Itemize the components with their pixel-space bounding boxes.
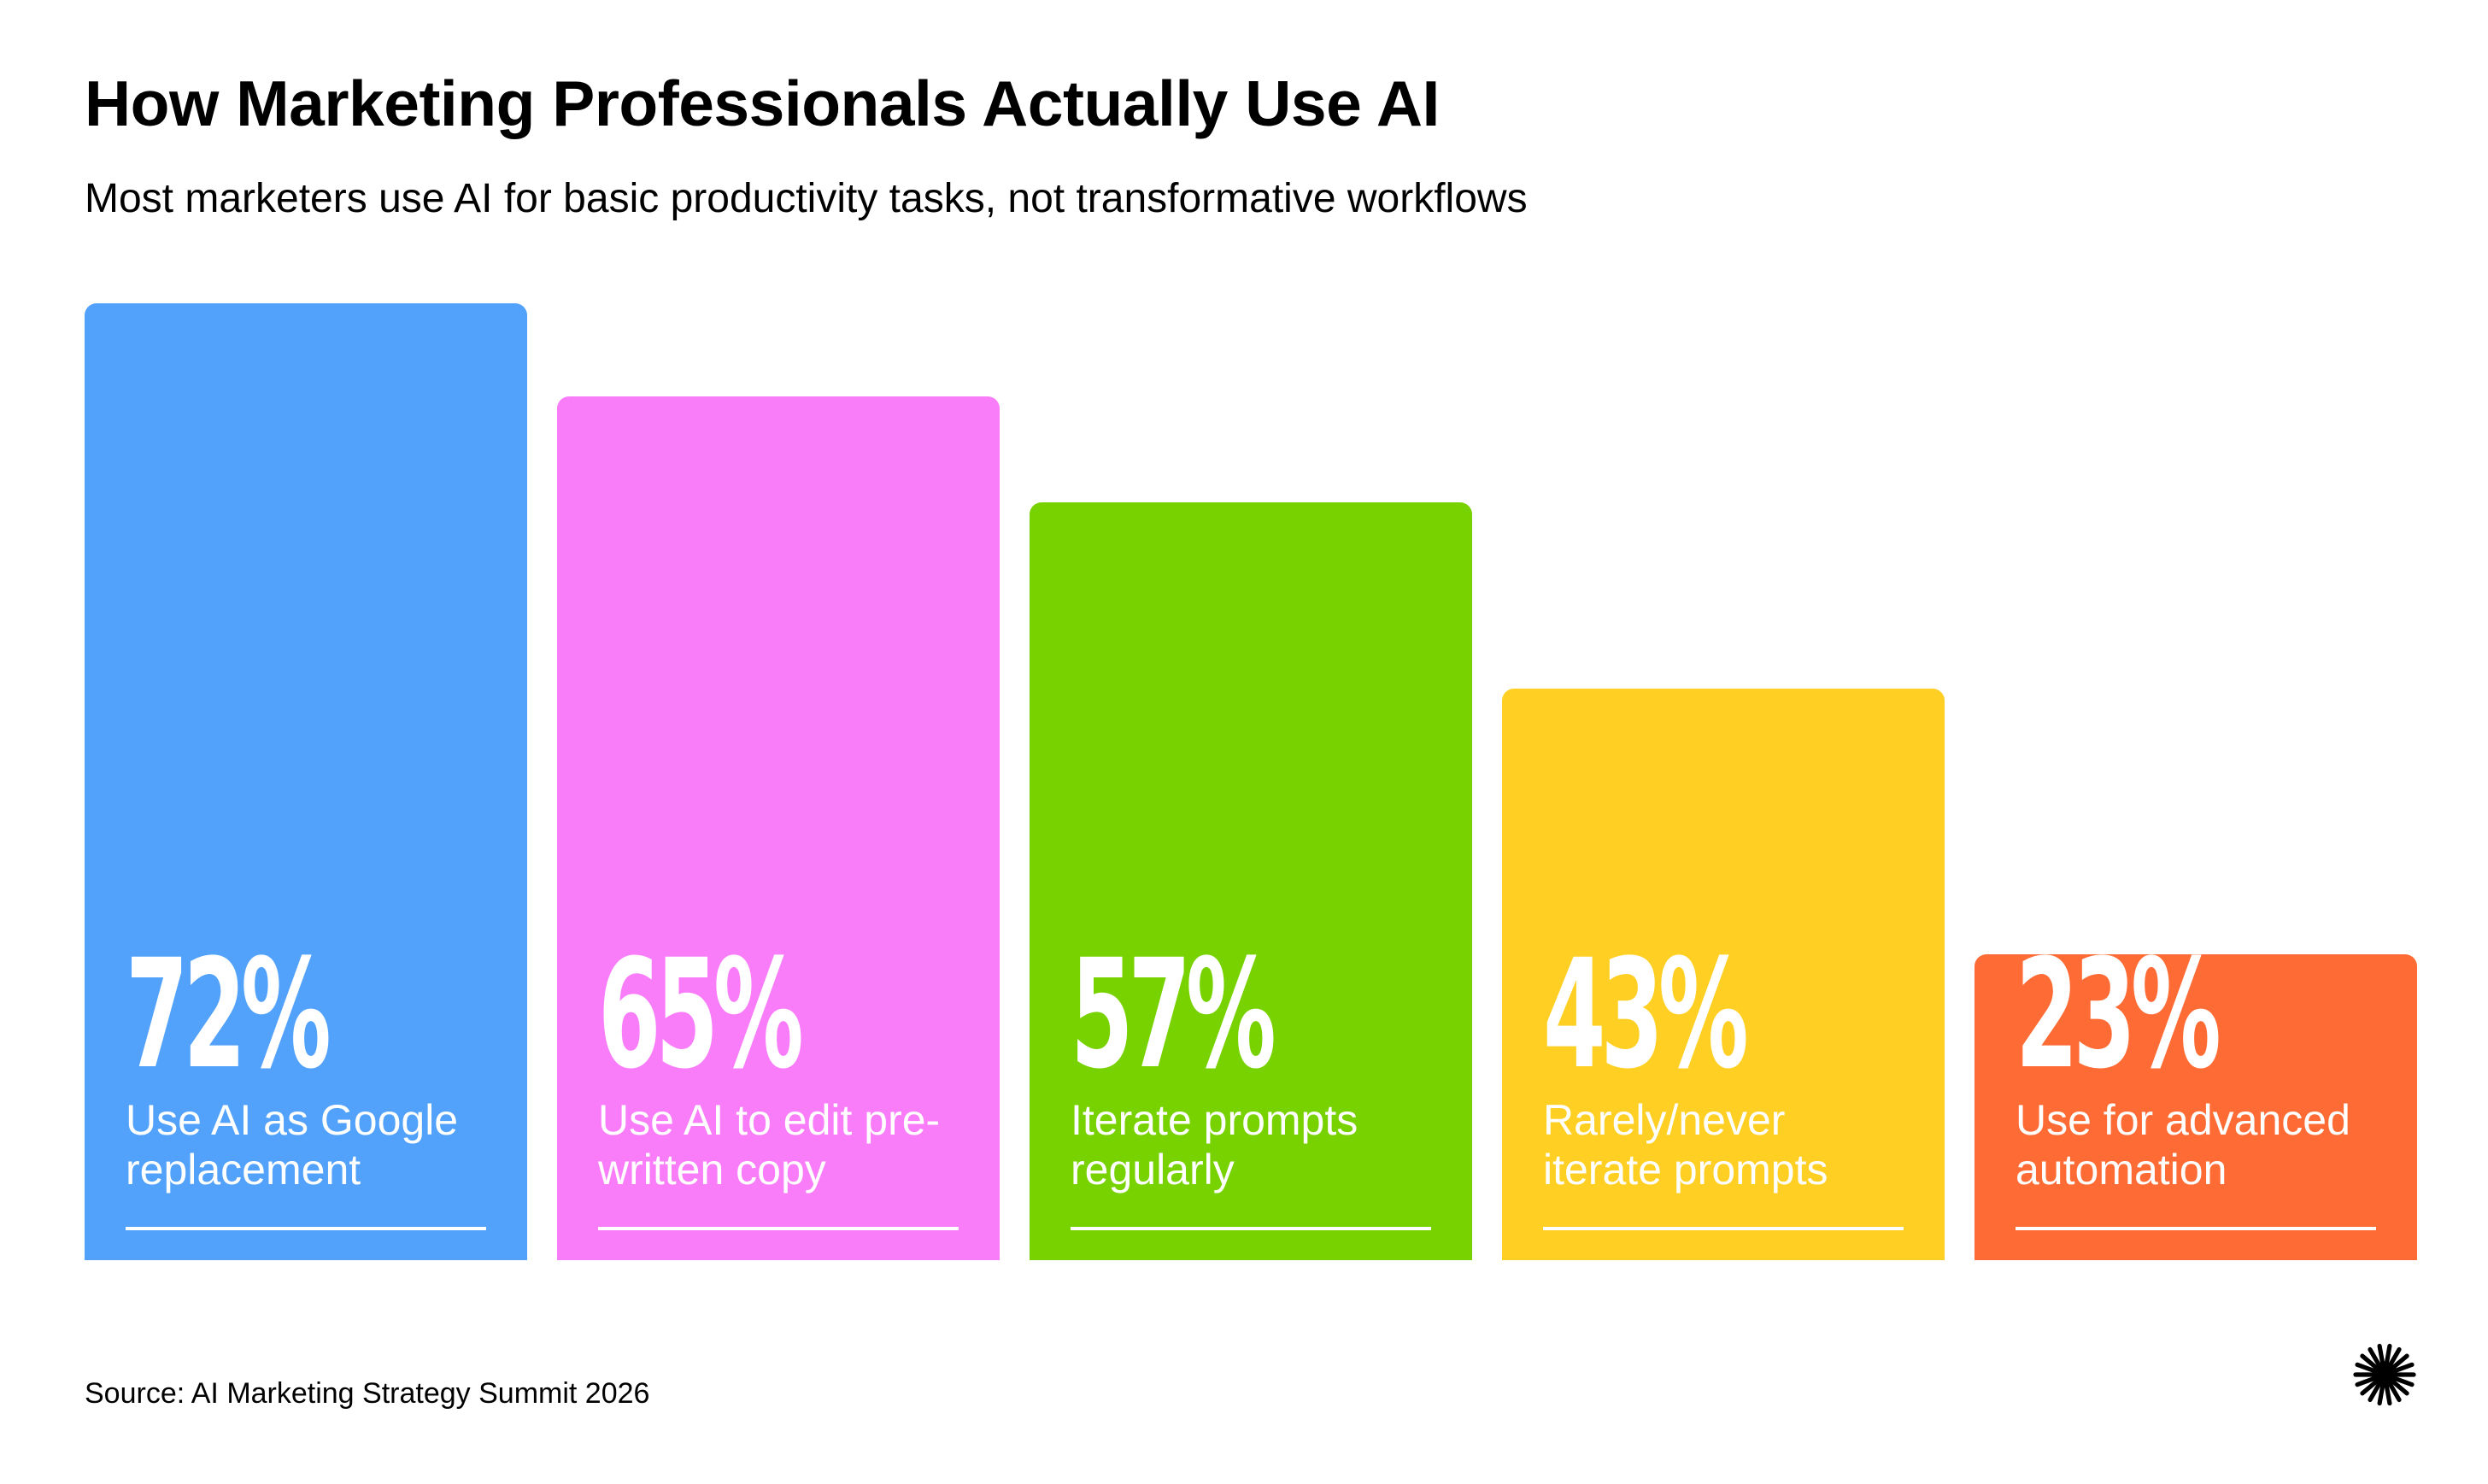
bar-value-label: 23% xyxy=(2016,927,2221,1102)
bar-category-label-line: regularly xyxy=(1071,1146,1235,1194)
bar-divider xyxy=(1543,1227,1904,1230)
bar-category-label-line: replacement xyxy=(126,1146,361,1194)
starburst-ray xyxy=(2355,1375,2379,1387)
bar-divider xyxy=(2016,1227,2376,1230)
bar-category-label-line: Iterate prompts xyxy=(1071,1096,1358,1144)
bar: 65% Use AI to edit pre-written copy xyxy=(557,396,1000,1260)
starburst-ray xyxy=(2384,1381,2392,1406)
starburst-ray xyxy=(2377,1343,2385,1369)
bar-value-label: 65% xyxy=(598,927,804,1102)
starburst-ray xyxy=(2391,1362,2415,1375)
bar-category-label: Use for advanced automation xyxy=(2016,1095,2391,1194)
starburst-ray xyxy=(2389,1378,2409,1396)
starburst-ray xyxy=(2391,1375,2415,1387)
bar: 57% Iterate prompts regularly xyxy=(1030,502,1472,1260)
starburst-ray xyxy=(2368,1346,2383,1370)
starburst-ray xyxy=(2368,1380,2383,1403)
starburst-icon xyxy=(2353,1343,2416,1406)
bar-category-label-line: Use AI to edit pre- xyxy=(598,1096,941,1144)
bar-chart: 72% Use AI as Google replacement 65% Use AI … xyxy=(85,303,2417,1260)
bar-divider xyxy=(126,1227,486,1230)
bar: 43% Rarely/never iterate prompts xyxy=(1502,689,1945,1260)
bar-value-label: 72% xyxy=(126,927,332,1102)
bar-divider xyxy=(1071,1227,1431,1230)
starburst-ray xyxy=(2360,1378,2380,1396)
bar-value-label: 57% xyxy=(1071,927,1276,1102)
chart-subtitle: Most marketers use AI for basic producti… xyxy=(85,176,1528,221)
bar-category-label: Use AI as Google replacement xyxy=(126,1095,502,1194)
bar-category-label: Rarely/never iterate prompts xyxy=(1543,1095,1919,1194)
bar-category-label-line: written copy xyxy=(598,1146,826,1194)
source-note: Source: AI Marketing Strategy Summit 202… xyxy=(85,1377,650,1410)
bar-category-label: Iterate prompts regularly xyxy=(1071,1095,1446,1194)
starburst-ray xyxy=(2386,1346,2402,1370)
starburst-ray xyxy=(2377,1381,2385,1406)
bar-category-label-line: Use for advanced xyxy=(2016,1096,2350,1144)
bar-category-label-line: iterate prompts xyxy=(1543,1146,1828,1194)
bar-value-label: 43% xyxy=(1543,927,1749,1102)
starburst-ray xyxy=(2389,1353,2409,1371)
bar-category-label-line: Rarely/never xyxy=(1543,1096,1786,1144)
starburst-ray xyxy=(2355,1362,2379,1375)
starburst-ray xyxy=(2360,1353,2380,1371)
bar: 72% Use AI as Google replacement xyxy=(85,303,527,1260)
bar-category-label-line: Use AI as Google xyxy=(126,1096,459,1144)
bar: 23% Use for advanced automation xyxy=(1975,940,2417,1260)
bar-divider xyxy=(598,1227,959,1230)
starburst-ray xyxy=(2386,1380,2402,1403)
starburst-center xyxy=(2373,1363,2397,1387)
bar-category-label-line: automation xyxy=(2016,1146,2227,1194)
starburst-ray xyxy=(2384,1343,2392,1369)
bar-category-label: Use AI to edit pre-written copy xyxy=(598,1095,974,1194)
chart-title: How Marketing Professionals Actually Use… xyxy=(85,67,1440,139)
